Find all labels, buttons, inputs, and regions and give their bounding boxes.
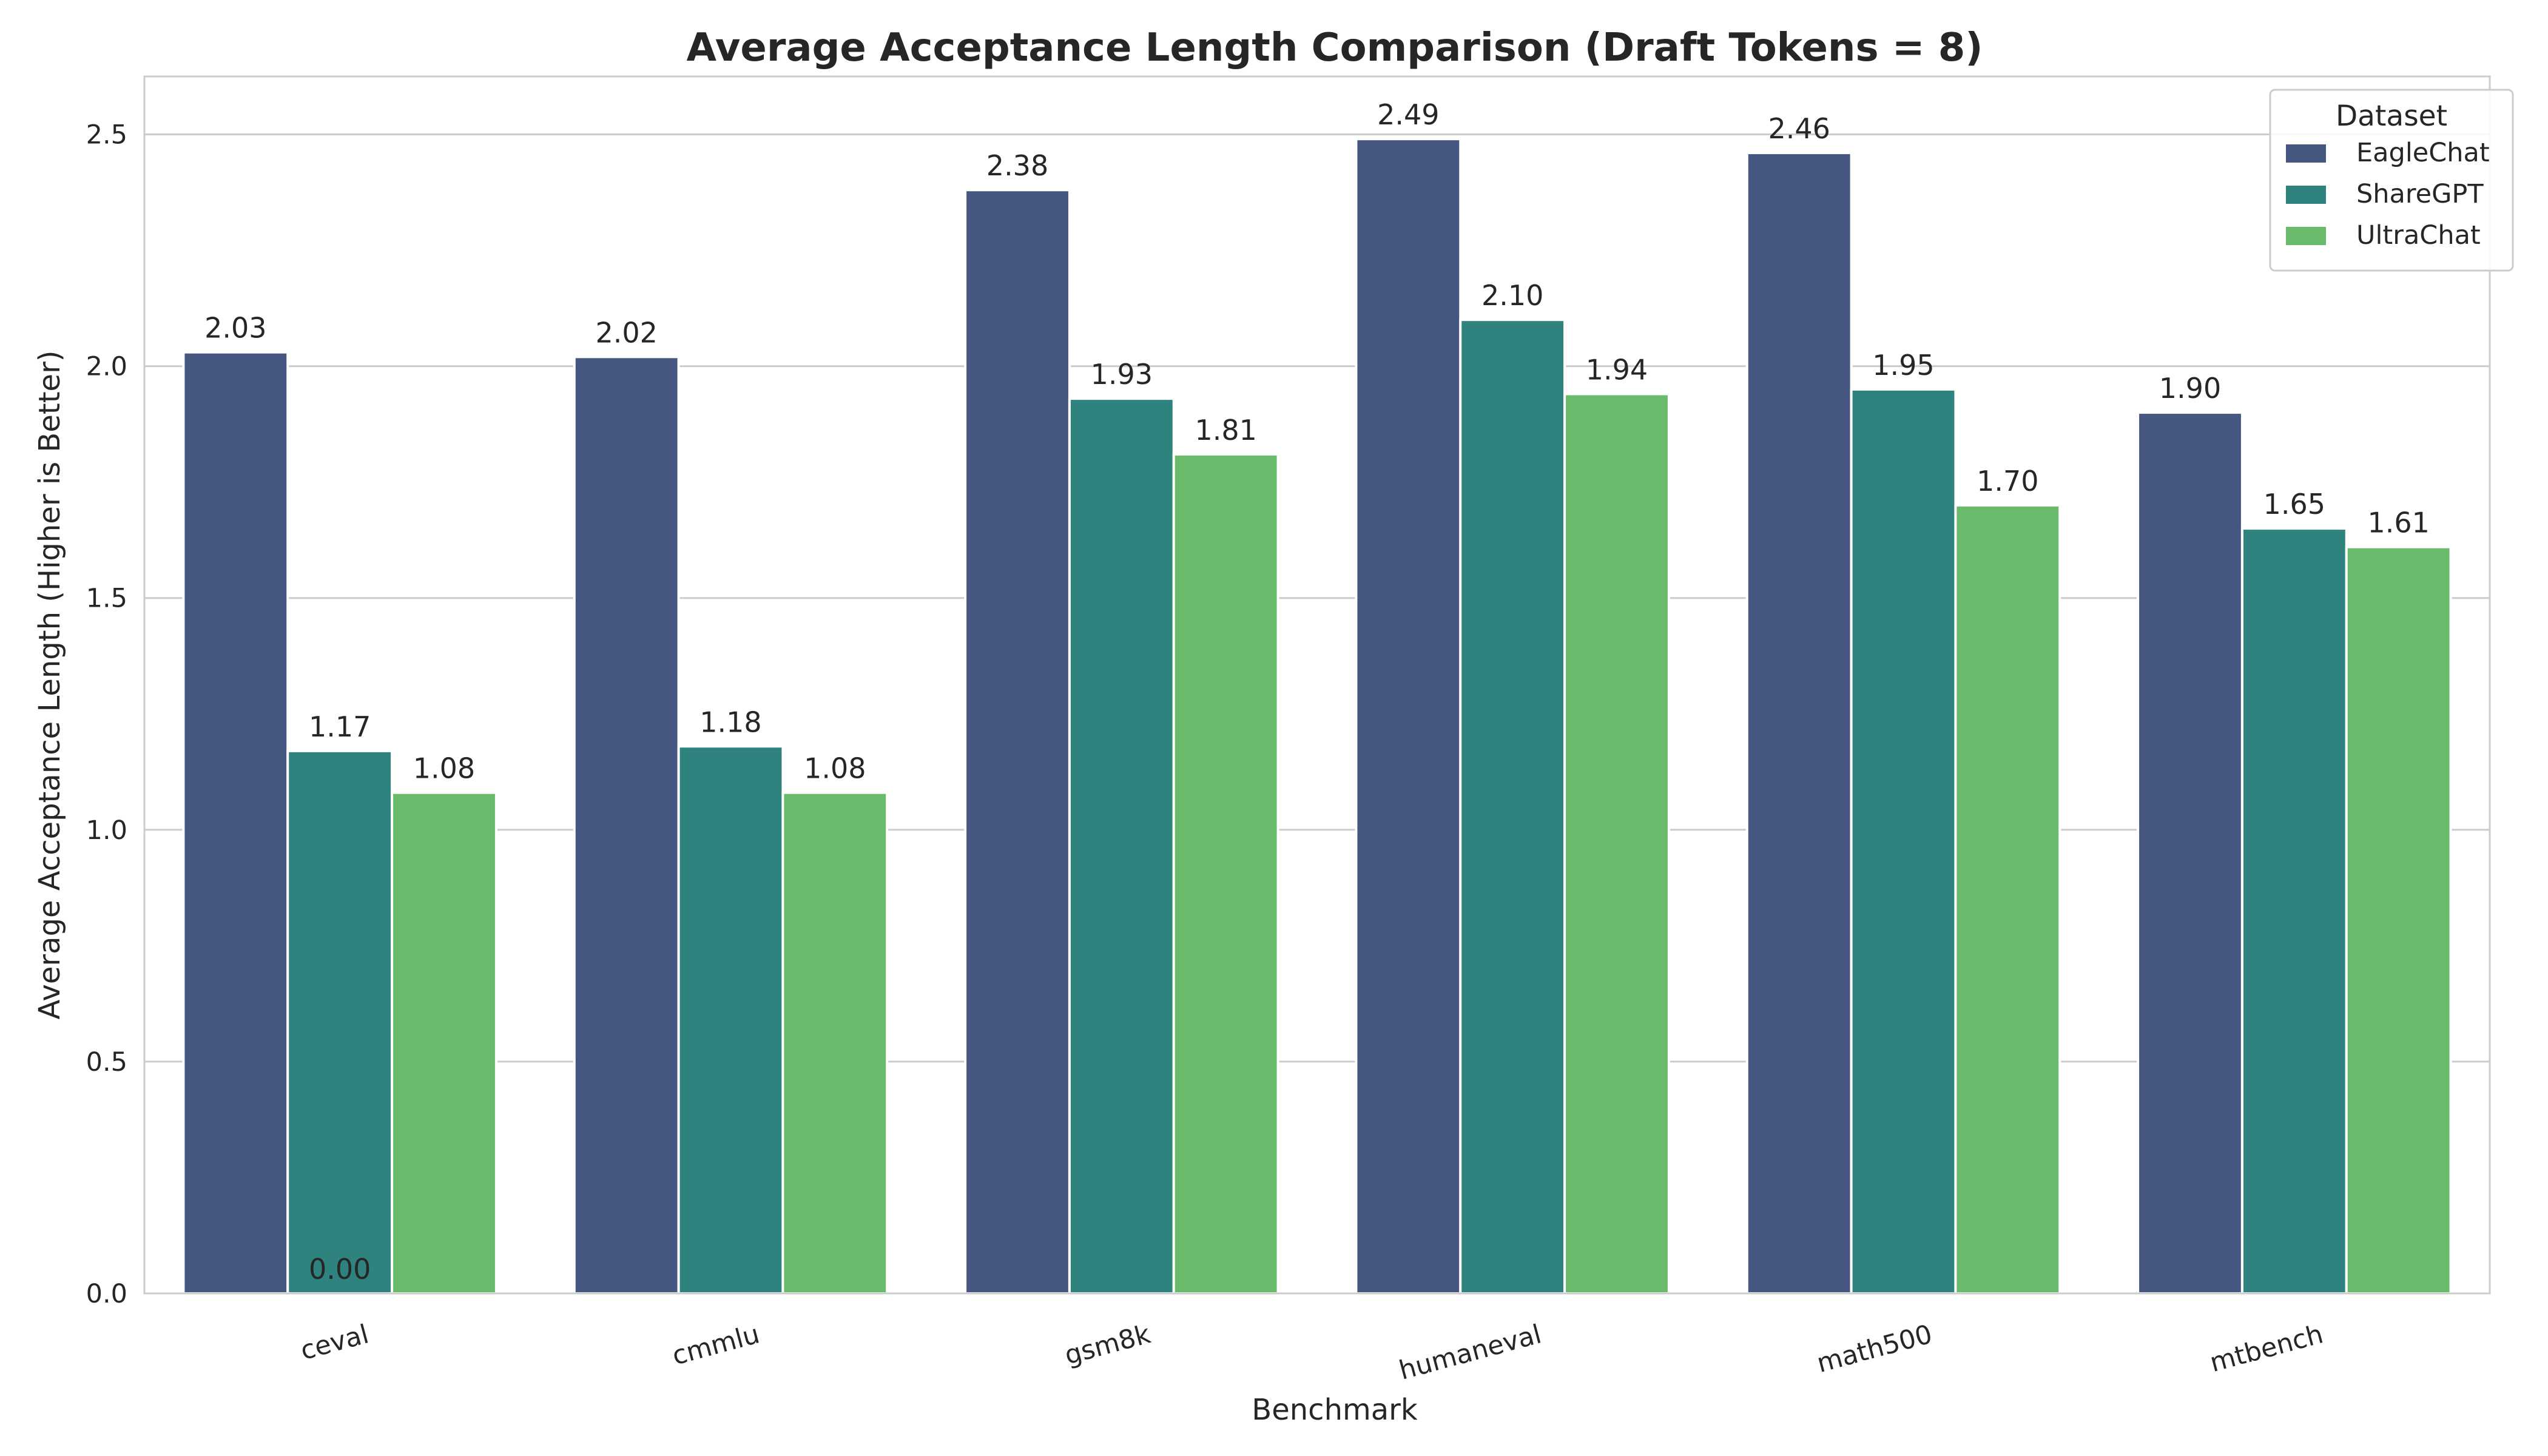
bar-eaglechat-cmmlu [573,356,680,1295]
bar-value-label: 1.61 [2367,507,2429,539]
data-labels: 2.03 1.17 1.08 2.02 1.18 1.08 2.38 1.93 1.81 2.49… [204,98,2430,1286]
legend-items: EagleChat ShareGPT UltraChat [2286,138,2490,251]
legend-title: Dataset [2336,99,2447,133]
x-tick-label: ceval [297,1319,372,1366]
legend-label-sharegpt: ShareGPT [2356,179,2484,209]
bar-value-label: 1.94 [1586,353,1648,386]
x-axis-ticks: ceval cmmlu gsm8k humaneval math500 mtbench [297,1319,2327,1386]
x-tick-label: math500 [1814,1319,1936,1379]
y-axis-ticks: 0.0 0.5 1.0 1.5 2.0 2.5 [86,120,127,1309]
bar-ultrachat-math500 [1954,504,2061,1295]
chart-title: Average Acceptance Length Comparison (Dr… [686,25,1983,70]
bar-value-label: 1.93 [1091,358,1153,391]
bar-value-label: 2.38 [986,149,1048,182]
bar-value-label: 1.08 [804,752,866,785]
legend-swatch-ultrachat [2286,227,2326,245]
y-tick-label: 0.5 [86,1047,127,1077]
bar-eaglechat-gsm8k [964,189,1071,1295]
bar-value-label: 1.18 [699,706,761,738]
bar-value-label: 2.46 [1768,112,1830,145]
legend-swatch-sharegpt [2286,186,2326,204]
y-tick-label: 1.5 [86,584,127,614]
legend: Dataset EagleChat ShareGPT UltraChat [2269,89,2514,272]
x-tick-label: gsm8k [1062,1319,1154,1371]
bar-eaglechat-mtbench [2137,411,2243,1295]
bar-value-label: 1.08 [413,752,475,785]
bar-sharegpt-cmmlu [677,745,784,1295]
bar-eaglechat-ceval [182,351,289,1295]
bar-value-label: 2.03 [204,312,266,345]
y-tick-label: 1.0 [86,815,127,846]
x-tick-label: humaneval [1396,1319,1545,1386]
bar-value-label: 1.90 [2159,372,2221,405]
bar-sharegpt-math500 [1850,388,1957,1295]
bar-value-label: 1.17 [309,710,371,743]
legend-swatch-eaglechat [2286,144,2326,163]
bar-ultrachat-ceval [391,791,497,1295]
legend-label-ultrachat: UltraChat [2356,220,2481,251]
bar-eaglechat-math500 [1745,152,1853,1295]
bar-value-label: 1.65 [2263,488,2325,521]
y-tick-label: 2.0 [86,352,127,382]
y-tick-label: 0.0 [86,1279,127,1309]
y-axis-label: Average Acceptance Length (Higher is Bet… [33,350,67,1019]
legend-box [2269,89,2514,272]
bar-ultrachat-mtbench [2345,545,2452,1295]
plot-frame [143,75,2491,1295]
bar-eaglechat-humaneval [1355,138,1462,1295]
bar-value-label: 2.10 [1481,279,1543,312]
bars [182,138,2452,1295]
bar-sharegpt-ceval [286,749,394,1295]
legend-label-eaglechat: EagleChat [2356,138,2490,168]
x-tick-label: cmmlu [669,1319,763,1371]
bar-sharegpt-gsm8k [1068,397,1175,1295]
x-tick-label: mtbench [2207,1319,2327,1378]
bar-value-label: 1.95 [1872,349,1934,382]
bar-value-label: 2.02 [595,316,657,349]
bar-ultrachat-humaneval [1563,393,1670,1295]
bar-ultrachat-cmmlu [781,791,889,1295]
annotation-label: 0.00 [309,1253,371,1286]
bar-value-label: 1.81 [1195,414,1256,447]
y-tick-label: 2.5 [86,120,127,150]
bar-sharegpt-mtbench [2240,527,2348,1295]
bar-sharegpt-humaneval [1459,318,1566,1295]
x-axis-label: Benchmark [1252,1393,1418,1427]
bar-value-label: 2.49 [1377,98,1439,131]
bar-ultrachat-gsm8k [1172,453,1279,1295]
bar-value-label: 1.70 [1977,465,2038,497]
